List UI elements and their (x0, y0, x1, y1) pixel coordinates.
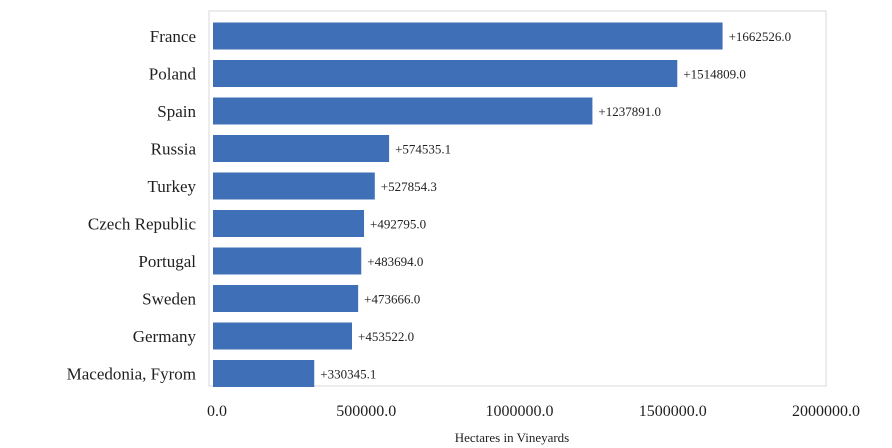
category-label: Macedonia, Fyrom (67, 365, 196, 384)
value-label: +453522.0 (358, 329, 414, 344)
bar-portugal (213, 247, 362, 275)
x-tick-label: 500000.0 (336, 403, 396, 420)
category-label: Sweden (142, 290, 196, 309)
value-label: +330345.1 (320, 367, 376, 382)
bar-turkey (213, 172, 375, 200)
bar-spain (213, 97, 593, 125)
value-label: +1514809.0 (683, 67, 746, 82)
category-label: Czech Republic (88, 215, 197, 234)
value-label: +527854.3 (381, 179, 437, 194)
value-label: +483694.0 (367, 254, 423, 269)
x-tick-label: 2000000.0 (792, 403, 860, 420)
x-tick-labels: 0.0 500000.0 1000000.0 1500000.0 2000000.0 (207, 403, 860, 420)
bar-germany (213, 322, 353, 350)
category-label: Spain (157, 102, 196, 121)
category-label: Portugal (138, 252, 196, 271)
x-tick-label: 1000000.0 (486, 403, 554, 420)
value-labels: +1662526.0 +1514809.0 +1237891.0 +574535.1 +… (320, 29, 791, 382)
bar-czech-republic (213, 210, 365, 237)
category-label: Poland (149, 65, 197, 84)
x-axis-title: Hectares in Vineyards (455, 430, 570, 445)
category-labels: France Poland Spain Russia Turkey Czech Repub… (67, 27, 197, 384)
value-label: +473666.0 (364, 292, 420, 307)
bar-sweden (213, 285, 359, 312)
value-label: +492795.0 (370, 217, 426, 232)
bar-russia (213, 135, 390, 162)
category-label: Germany (133, 327, 197, 346)
x-tick-label: 0.0 (207, 403, 227, 420)
bar-france (213, 22, 723, 50)
category-label: Russia (151, 140, 197, 159)
x-tick-label: 1500000.0 (639, 403, 707, 420)
bars-group (213, 22, 723, 387)
value-label: +1662526.0 (729, 29, 792, 44)
category-label: Turkey (148, 177, 197, 196)
value-label: +1237891.0 (598, 104, 661, 119)
value-label: +574535.1 (395, 142, 451, 157)
category-label: France (150, 27, 196, 46)
bar-macedonia-fyrom (213, 360, 315, 387)
bar-poland (213, 60, 678, 87)
